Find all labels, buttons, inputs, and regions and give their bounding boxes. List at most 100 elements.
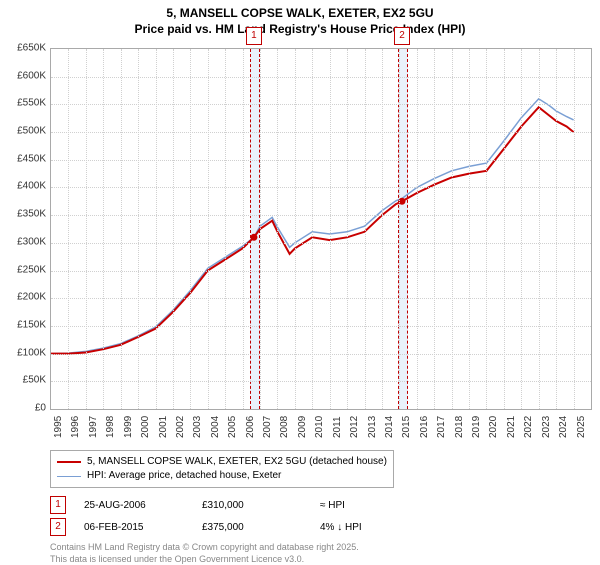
gridline-v — [434, 49, 435, 409]
ytick-label: £150K — [17, 319, 46, 330]
gridline-v — [486, 49, 487, 409]
note-date: 25-AUG-2006 — [84, 500, 184, 511]
ytick-label: £450K — [17, 153, 46, 164]
ytick-label: £50K — [23, 375, 46, 386]
xtick-label: 2001 — [158, 416, 169, 438]
gridline-v — [103, 49, 104, 409]
gridline-h — [51, 271, 591, 272]
xtick-label: 2008 — [279, 416, 290, 438]
gridline-v — [156, 49, 157, 409]
gridline-v — [260, 49, 261, 409]
footer-text: Contains HM Land Registry data © Crown c… — [50, 542, 590, 565]
ytick-label: £0 — [35, 403, 46, 414]
gridline-v — [556, 49, 557, 409]
gridline-h — [51, 132, 591, 133]
note-price: £310,000 — [202, 500, 302, 511]
xtick-label: 2016 — [419, 416, 430, 438]
gridline-h — [51, 243, 591, 244]
xtick-label: 2010 — [314, 416, 325, 438]
sale-band-label: 2 — [394, 27, 410, 45]
xtick-label: 2009 — [297, 416, 308, 438]
xtick-label: 2022 — [523, 416, 534, 438]
xtick-label: 2021 — [506, 416, 517, 438]
title-line2: Price paid vs. HM Land Registry's House … — [0, 22, 600, 38]
ytick-label: £500K — [17, 126, 46, 137]
note-row: 1 25-AUG-2006 £310,000 ≈ HPI — [50, 496, 590, 514]
legend-area: 5, MANSELL COPSE WALK, EXETER, EX2 5GU (… — [50, 450, 590, 565]
ytick-label: £600K — [17, 70, 46, 81]
ytick-label: £250K — [17, 264, 46, 275]
xtick-label: 1999 — [123, 416, 134, 438]
chart-title: 5, MANSELL COPSE WALK, EXETER, EX2 5GU P… — [0, 0, 600, 37]
gridline-h — [51, 77, 591, 78]
gridline-h — [51, 215, 591, 216]
gridline-h — [51, 298, 591, 299]
xtick-label: 2019 — [471, 416, 482, 438]
legend-row: 5, MANSELL COPSE WALK, EXETER, EX2 5GU (… — [57, 455, 387, 469]
ytick-label: £350K — [17, 209, 46, 220]
xtick-label: 2004 — [210, 416, 221, 438]
note-price: £375,000 — [202, 522, 302, 533]
legend-label: 5, MANSELL COPSE WALK, EXETER, EX2 5GU (… — [87, 455, 387, 469]
note-delta: ≈ HPI — [320, 500, 420, 511]
gridline-v — [539, 49, 540, 409]
gridline-v — [225, 49, 226, 409]
gridline-h — [51, 160, 591, 161]
xtick-label: 2003 — [192, 416, 203, 438]
ytick-label: £400K — [17, 181, 46, 192]
gridline-v — [173, 49, 174, 409]
gridline-h — [51, 104, 591, 105]
xtick-label: 2011 — [332, 416, 343, 438]
gridline-v — [521, 49, 522, 409]
ytick-label: £300K — [17, 236, 46, 247]
xtick-label: 2024 — [558, 416, 569, 438]
legend-swatch — [57, 461, 81, 463]
chart-container: 5, MANSELL COPSE WALK, EXETER, EX2 5GU P… — [0, 0, 600, 560]
xtick-label: 2015 — [401, 416, 412, 438]
xtick-label: 2012 — [349, 416, 360, 438]
gridline-v — [574, 49, 575, 409]
gridline-v — [295, 49, 296, 409]
gridline-h — [51, 326, 591, 327]
gridline-h — [51, 187, 591, 188]
xtick-label: 1997 — [88, 416, 99, 438]
legend-box: 5, MANSELL COPSE WALK, EXETER, EX2 5GU (… — [50, 450, 394, 488]
xtick-label: 2006 — [245, 416, 256, 438]
chart-svg — [51, 49, 591, 409]
note-delta: 4% ↓ HPI — [320, 522, 420, 533]
xtick-label: 2025 — [576, 416, 587, 438]
legend-label: HPI: Average price, detached house, Exet… — [87, 469, 281, 483]
note-badge: 2 — [50, 518, 66, 536]
gridline-v — [347, 49, 348, 409]
gridline-v — [382, 49, 383, 409]
xtick-label: 2023 — [541, 416, 552, 438]
sale-band-label: 1 — [246, 27, 262, 45]
xtick-label: 2002 — [175, 416, 186, 438]
gridline-h — [51, 354, 591, 355]
gridline-v — [330, 49, 331, 409]
title-line1: 5, MANSELL COPSE WALK, EXETER, EX2 5GU — [0, 6, 600, 22]
note-date: 06-FEB-2015 — [84, 522, 184, 533]
ytick-label: £550K — [17, 98, 46, 109]
gridline-v — [86, 49, 87, 409]
gridline-v — [504, 49, 505, 409]
xtick-label: 2018 — [454, 416, 465, 438]
xtick-label: 2014 — [384, 416, 395, 438]
note-badge: 1 — [50, 496, 66, 514]
ytick-label: £200K — [17, 292, 46, 303]
legend-swatch — [57, 476, 81, 477]
xtick-label: 1996 — [70, 416, 81, 438]
notes-table: 1 25-AUG-2006 £310,000 ≈ HPI 2 06-FEB-2015 £37… — [50, 496, 590, 536]
gridline-v — [190, 49, 191, 409]
gridline-v — [208, 49, 209, 409]
sale-marker — [250, 234, 257, 241]
ytick-label: £100K — [17, 347, 46, 358]
xtick-label: 2013 — [367, 416, 378, 438]
gridline-h — [51, 381, 591, 382]
gridline-v — [417, 49, 418, 409]
gridline-v — [138, 49, 139, 409]
gridline-v — [452, 49, 453, 409]
gridline-v — [68, 49, 69, 409]
xtick-label: 2020 — [488, 416, 499, 438]
gridline-v — [469, 49, 470, 409]
